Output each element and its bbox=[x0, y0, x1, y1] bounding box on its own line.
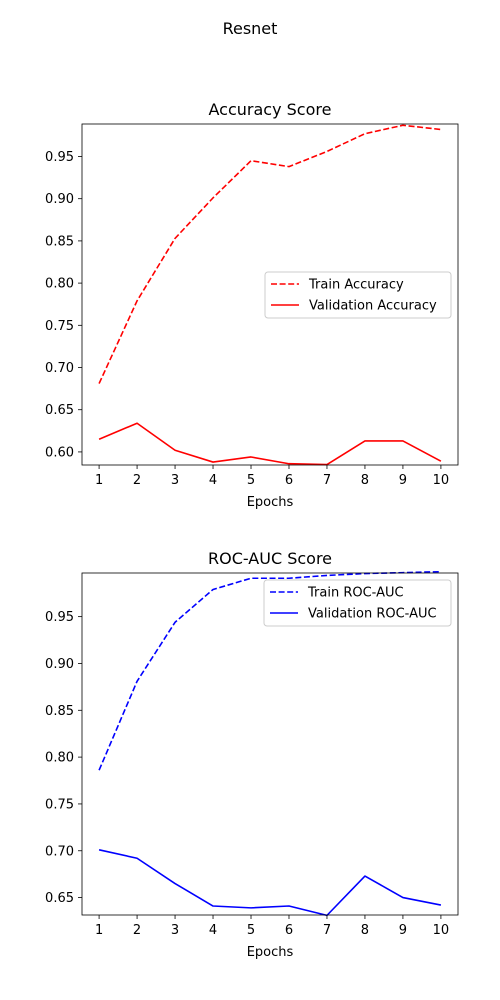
y-tick-label: 0.85 bbox=[45, 704, 74, 719]
legend-label: Train ROC-AUC bbox=[307, 586, 404, 601]
y-tick-label: 0.80 bbox=[45, 277, 74, 292]
x-tick-label: 3 bbox=[171, 923, 179, 938]
x-tick-label: 1 bbox=[95, 923, 103, 938]
x-tick-label: 9 bbox=[399, 473, 407, 488]
x-tick-label: 3 bbox=[171, 473, 179, 488]
legend: Train Accuracy Validation Accuracy bbox=[264, 271, 452, 319]
y-tick-label: 0.65 bbox=[45, 403, 74, 418]
x-tick-label: 9 bbox=[399, 923, 407, 938]
y-tick-label: 0.70 bbox=[45, 844, 74, 859]
y-tick-label: 0.60 bbox=[45, 445, 74, 460]
y-tick-label: 0.90 bbox=[45, 192, 74, 207]
legend-box bbox=[264, 271, 452, 319]
y-tick-label: 0.95 bbox=[45, 150, 74, 165]
axes-frame bbox=[81, 572, 459, 916]
x-tick-label: 5 bbox=[247, 473, 255, 488]
axes-frame bbox=[81, 123, 459, 466]
x-tick-label: 1 bbox=[95, 473, 103, 488]
x-tick-label: 7 bbox=[323, 923, 331, 938]
x-tick-label: 4 bbox=[209, 923, 217, 938]
series-line-train bbox=[98, 124, 441, 384]
x-tick-label: 6 bbox=[285, 923, 293, 938]
y-tick-label: 0.95 bbox=[45, 610, 74, 625]
y-tick-label: 0.85 bbox=[45, 234, 74, 249]
x-tick-label: 2 bbox=[133, 473, 141, 488]
y-tick-label: 0.70 bbox=[45, 361, 74, 376]
legend-label: Validation Accuracy bbox=[309, 299, 437, 314]
legend-label: Validation ROC-AUC bbox=[308, 607, 437, 622]
x-tick-label: 10 bbox=[433, 923, 450, 938]
x-tick-label: 8 bbox=[361, 473, 369, 488]
y-tick-label: 0.90 bbox=[45, 657, 74, 672]
x-axis-label: Epochs bbox=[247, 495, 294, 510]
y-tick-label: 0.75 bbox=[45, 319, 74, 334]
x-tick-label: 6 bbox=[285, 473, 293, 488]
roc-auc-chart: ROC-AUC Score 1 2 3 4 5 6 7 8 9 10 0.65 0.70 0.75 0.80… bbox=[45, 549, 459, 960]
series-line-validation bbox=[98, 849, 442, 917]
figure-suptitle: Resnet bbox=[223, 19, 278, 38]
x-axis-label: Epochs bbox=[247, 945, 294, 960]
y-tick-label: 0.80 bbox=[45, 751, 74, 766]
x-tick-label: 5 bbox=[247, 923, 255, 938]
series-line-validation bbox=[98, 422, 442, 466]
y-tick-label: 0.75 bbox=[45, 797, 74, 812]
x-tick-label: 10 bbox=[433, 473, 450, 488]
chart-title: ROC-AUC Score bbox=[208, 549, 332, 568]
x-tick-label: 7 bbox=[323, 473, 331, 488]
accuracy-chart: Accuracy Score 1 2 3 4 5 6 7 8 9 10 0.60 0.65 0.70 0.7… bbox=[45, 100, 459, 510]
x-tick-label: 4 bbox=[209, 473, 217, 488]
chart-title: Accuracy Score bbox=[209, 100, 332, 119]
x-tick-label: 2 bbox=[133, 923, 141, 938]
legend-label: Train Accuracy bbox=[308, 278, 404, 293]
legend: Train ROC-AUC Validation ROC-AUC bbox=[263, 579, 452, 627]
x-tick-label: 8 bbox=[361, 923, 369, 938]
y-tick-label: 0.65 bbox=[45, 891, 74, 906]
legend-box bbox=[263, 579, 452, 627]
